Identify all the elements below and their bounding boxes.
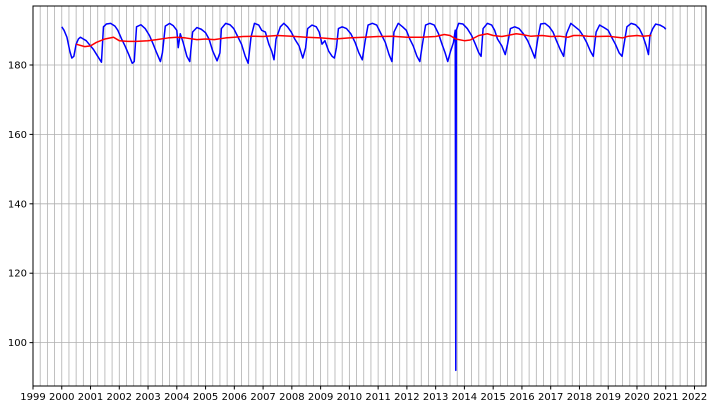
x-tick-label: 2000 [49, 392, 74, 403]
x-tick-label: 2018 [567, 392, 592, 403]
y-tick-label: 120 [8, 269, 27, 280]
x-axis: 1999 2000 2001 2002 2003 2004 2005 2006 2007 2008… [20, 386, 707, 403]
series-line-2 [75, 33, 652, 48]
x-tick-label: 2010 [337, 392, 362, 403]
x-tick-label: 2016 [509, 392, 534, 403]
x-tick-label: 2006 [222, 392, 247, 403]
x-tick-label: 2008 [279, 392, 304, 403]
x-tick-label: 2001 [78, 392, 103, 403]
y-tick-label: 160 [8, 130, 27, 141]
plot-frame [32, 5, 707, 387]
x-tick-label: 2009 [308, 392, 333, 403]
x-tick-label: 2004 [164, 392, 189, 403]
x-tick-label: 2017 [538, 392, 563, 403]
x-tick-label: 2003 [135, 392, 160, 403]
x-tick-label: 2007 [250, 392, 275, 403]
y-axis: 100 120 140 160 180 [8, 60, 33, 349]
x-tick-label: 2005 [193, 392, 218, 403]
y-tick-label: 180 [8, 60, 27, 71]
grid-lines [32, 6, 706, 386]
x-tick-label: 2014 [452, 392, 477, 403]
series-line-1 [61, 22, 667, 372]
x-tick-label: 2015 [480, 392, 505, 403]
x-tick-label: 2021 [653, 392, 678, 403]
y-tick-label: 140 [8, 199, 27, 210]
series-group [61, 22, 667, 372]
x-tick-label: 2020 [624, 392, 649, 403]
x-tick-label: 1999 [20, 392, 45, 403]
x-tick-label: 2012 [394, 392, 419, 403]
x-tick-label: 2022 [682, 392, 707, 403]
x-tick-label: 2019 [595, 392, 620, 403]
x-tick-label: 2002 [107, 392, 132, 403]
x-tick-label: 2013 [423, 392, 448, 403]
x-tick-label: 2011 [365, 392, 390, 403]
y-tick-label: 100 [8, 338, 27, 349]
